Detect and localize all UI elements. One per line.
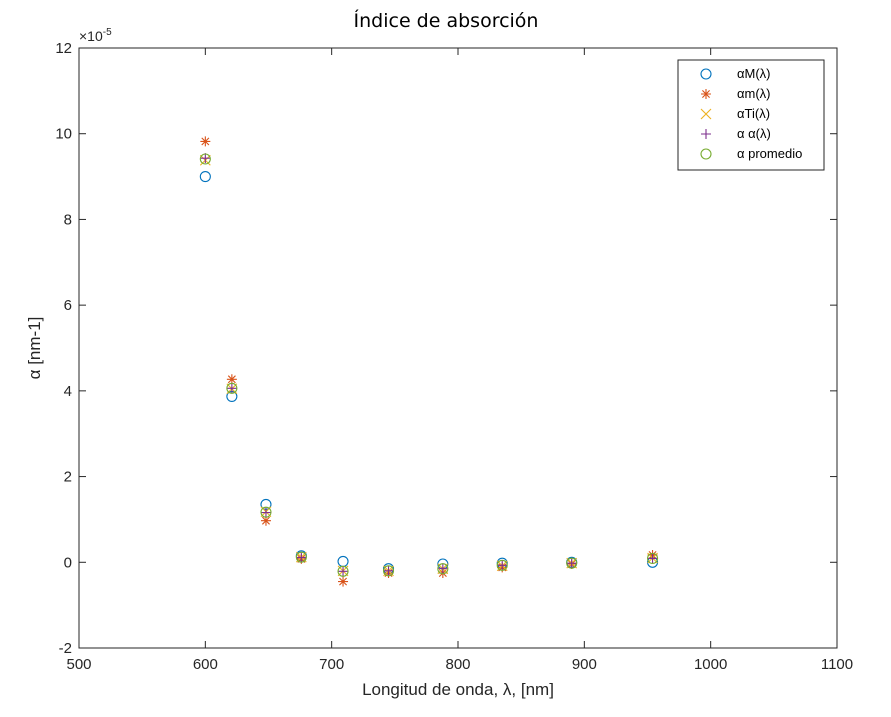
- data-point: [383, 565, 394, 576]
- y-axis-title: α [nm-1]: [25, 317, 44, 380]
- y-tick-label: 6: [64, 297, 72, 314]
- data-point: [226, 374, 237, 385]
- legend-marker: [700, 68, 712, 80]
- legend-label: αm(λ): [737, 86, 771, 101]
- data-point: [260, 507, 271, 518]
- x-axis-title: Longitud de onda, λ, [nm]: [362, 680, 554, 699]
- data-point: [566, 557, 578, 569]
- legend-item: αTi(λ): [700, 106, 770, 121]
- x-tick-label: 700: [319, 656, 344, 673]
- legend-label: α promedio: [737, 146, 802, 161]
- y-tick-label: 12: [55, 40, 72, 57]
- y-tick-label: 0: [64, 554, 72, 571]
- x-tick-label: 600: [193, 656, 218, 673]
- chart-title: Índice de absorción: [354, 9, 539, 32]
- y-exponent-base: ×10: [79, 28, 103, 44]
- data-point: [382, 565, 395, 577]
- data-point: [200, 153, 211, 164]
- legend: αM(λ) αm(λ) αTi(λ) α α(λ) α promedio: [677, 59, 825, 171]
- legend-item: αm(λ): [701, 86, 771, 101]
- axis-ticks: 500 600 700 800 900 1000 1100 -2 0 2 4 6 8 10 12: [55, 40, 853, 673]
- y-tick-label: -2: [59, 640, 72, 657]
- legend-marker: [701, 89, 711, 99]
- legend-marker: [700, 108, 712, 120]
- series-5: [199, 153, 659, 577]
- x-tick-label: 1100: [821, 656, 853, 673]
- x-tick-label: 500: [66, 656, 91, 673]
- data-point: [497, 560, 508, 571]
- data-point: [296, 552, 307, 563]
- x-tick-label: 800: [445, 656, 470, 673]
- data-point: [260, 506, 272, 518]
- legend-label: αM(λ): [737, 66, 771, 81]
- y-tick-label: 10: [55, 126, 72, 143]
- data-point: [200, 136, 211, 147]
- legend-item: α promedio: [700, 146, 802, 161]
- data-point: [566, 558, 577, 569]
- data-point: [338, 576, 349, 587]
- data-point: [226, 382, 238, 394]
- data-point: [260, 515, 271, 526]
- y-tick-label: 2: [64, 469, 72, 486]
- data-point: [226, 383, 237, 394]
- data-point: [199, 153, 211, 165]
- data-point: [647, 552, 659, 564]
- data-point: [295, 551, 307, 563]
- legend-item: α α(λ): [701, 126, 771, 141]
- data-points: [199, 136, 659, 587]
- legend-item: αM(λ): [700, 66, 771, 81]
- x-tick-label: 1000: [694, 656, 727, 673]
- legend-marker: [701, 129, 711, 139]
- data-point: [496, 559, 508, 571]
- y-tick-label: 8: [64, 211, 72, 228]
- y-exponent-label: ×10-5: [79, 27, 112, 44]
- legend-marker: [700, 148, 712, 160]
- legend-label: αTi(λ): [737, 106, 770, 121]
- series-4: [200, 153, 658, 577]
- legend-box: [677, 59, 825, 171]
- y-tick-label: 4: [64, 383, 72, 400]
- data-point: [437, 563, 449, 575]
- data-point: [437, 563, 448, 574]
- data-point: [199, 171, 211, 183]
- data-point: [338, 566, 349, 577]
- data-point: [337, 565, 349, 577]
- y-exponent-power: -5: [103, 27, 112, 38]
- legend-label: α α(λ): [737, 126, 771, 141]
- data-point: [647, 553, 658, 564]
- x-tick-label: 900: [572, 656, 597, 673]
